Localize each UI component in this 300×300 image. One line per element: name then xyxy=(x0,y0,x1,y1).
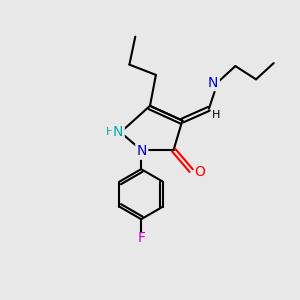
Text: N: N xyxy=(113,125,123,139)
Text: O: O xyxy=(195,165,206,179)
Text: H: H xyxy=(212,110,220,120)
Text: F: F xyxy=(137,231,145,245)
Text: N: N xyxy=(136,145,147,158)
Text: N: N xyxy=(208,76,218,90)
Text: H: H xyxy=(106,127,114,137)
